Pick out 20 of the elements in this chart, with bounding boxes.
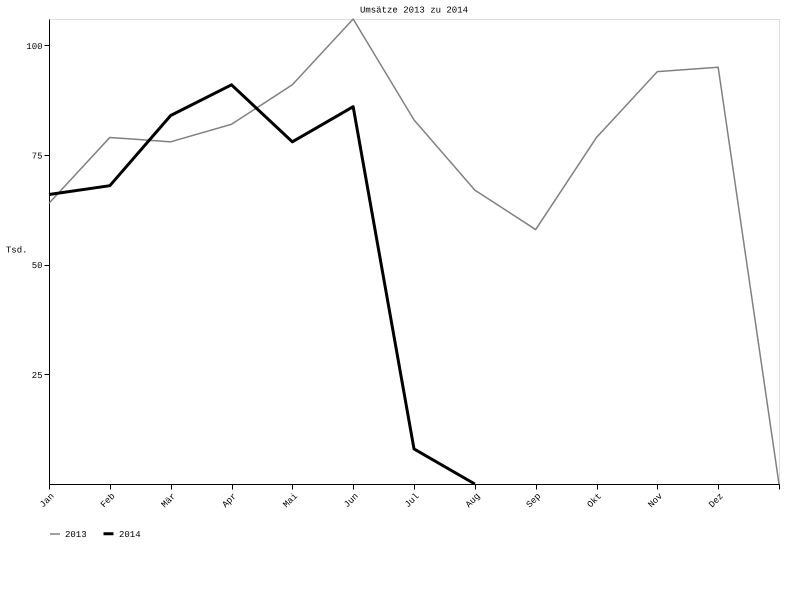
y-tick-label: 75 (32, 151, 42, 162)
y-axis-title: Tsd. (6, 246, 28, 256)
x-tick-label: Sep (524, 492, 544, 510)
x-tick-label: Nov (646, 491, 666, 510)
x-tick-label: Feb (98, 492, 118, 510)
legend-label: 2013 (65, 530, 87, 540)
x-tick-label: Dez (707, 492, 726, 510)
x-tick-label: Apr (220, 492, 240, 510)
x-tick-label: Mai (281, 492, 300, 510)
chart-title: Umsätze 2013 zu 2014 (360, 5, 468, 16)
x-tick-label: Jun (342, 492, 361, 510)
x-tick-label: Aug (464, 492, 482, 510)
y-tick-label: 50 (32, 261, 42, 272)
x-tick-label: Jan (38, 492, 57, 510)
y-tick-label: 100 (26, 42, 42, 52)
y-tick-label: 25 (32, 370, 42, 381)
x-tick-label: Okt (586, 492, 604, 510)
legend-label: 2014 (119, 530, 141, 540)
x-tick-label: Mär (160, 492, 178, 510)
x-tick-label: Jul (403, 492, 422, 510)
